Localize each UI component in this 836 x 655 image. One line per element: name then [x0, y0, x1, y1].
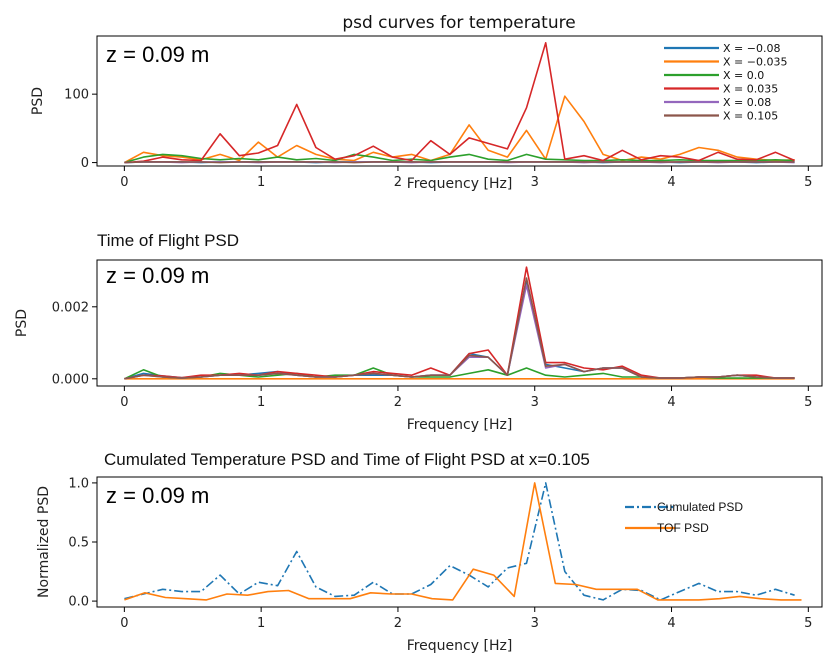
legend-label: X = 0.08 — [723, 96, 771, 109]
legend-label: X = 0.105 — [723, 110, 778, 123]
y-tick-label: 0.000 — [52, 372, 89, 387]
legend-label: X = 0.035 — [723, 83, 778, 96]
x-axis-label: Frequency [Hz] — [407, 176, 513, 192]
z-annotation: z = 0.09 m — [106, 42, 209, 67]
y-tick-label: 0.002 — [52, 300, 89, 315]
x-tick-label: 5 — [804, 395, 812, 410]
x-tick-label: 3 — [531, 395, 539, 410]
y-tick-label: 100 — [64, 88, 89, 103]
x-tick-label: 1 — [257, 395, 265, 410]
series-line-2 — [124, 95, 795, 164]
series-line-6 — [124, 277, 795, 380]
x-tick-label: 4 — [667, 395, 675, 410]
y-tick-label: 0 — [81, 156, 89, 171]
panel-3: Cumulated Temperature PSD and Time of Fl… — [36, 450, 823, 654]
z-annotation: z = 0.09 m — [106, 483, 209, 508]
series-line-2 — [124, 482, 802, 601]
series-line-4 — [124, 41, 795, 164]
series-line-4 — [124, 266, 795, 380]
panel-1: psd curves for temperature 0 1 2 3 4 5 0 100 Freq… — [30, 13, 823, 192]
legend-label: TOF PSD — [657, 521, 709, 535]
x-tick-label: 0 — [120, 175, 128, 190]
x-tick-label: 4 — [667, 616, 675, 631]
x-tick-label: 2 — [394, 616, 402, 631]
y-axis-label: PSD — [14, 309, 30, 337]
panel-2-title: Time of Flight PSD — [97, 231, 239, 250]
x-tick-label: 5 — [804, 175, 812, 190]
x-tick-label: 5 — [804, 616, 812, 631]
z-annotation: z = 0.09 m — [106, 263, 209, 288]
x-tick-label: 1 — [257, 175, 265, 190]
series-group — [124, 482, 802, 601]
y-tick-label: 1.0 — [68, 476, 89, 491]
y-axis-label: PSD — [30, 87, 46, 115]
panel-3-title: Cumulated Temperature PSD and Time of Fl… — [104, 450, 590, 469]
legend-label: X = 0.0 — [723, 69, 764, 82]
x-tick-label: 3 — [531, 175, 539, 190]
legend-label: X = −0.035 — [723, 56, 787, 69]
x-tick-label: 1 — [257, 616, 265, 631]
y-tick-label: 0.5 — [68, 536, 89, 551]
x-axis-label: Frequency [Hz] — [407, 638, 513, 654]
x-tick-label: 2 — [394, 395, 402, 410]
legend-label: Cumulated PSD — [657, 500, 743, 514]
x-tick-label: 0 — [120, 395, 128, 410]
series-line-6 — [124, 161, 795, 164]
series-group — [124, 41, 795, 164]
series-line-3 — [124, 153, 795, 164]
panel-2: Time of Flight PSD 0 1 2 3 4 5 0.000 0.002 Freque… — [14, 231, 823, 433]
series-line-1 — [124, 482, 795, 601]
y-axis-label: Normalized PSD — [36, 486, 52, 598]
plot-frame — [96, 35, 823, 167]
panel-1-title: psd curves for temperature — [342, 13, 575, 33]
x-tick-label: 4 — [667, 175, 675, 190]
x-tick-label: 3 — [531, 616, 539, 631]
legend: Cumulated PSD TOF PSD — [625, 500, 743, 535]
x-tick-label: 0 — [120, 616, 128, 631]
x-tick-label: 2 — [394, 175, 402, 190]
legend-label: X = −0.08 — [723, 42, 780, 55]
plot-frame — [96, 259, 823, 387]
series-group — [124, 266, 795, 380]
x-axis-label: Frequency [Hz] — [407, 417, 513, 433]
y-tick-label: 0.0 — [68, 595, 89, 610]
